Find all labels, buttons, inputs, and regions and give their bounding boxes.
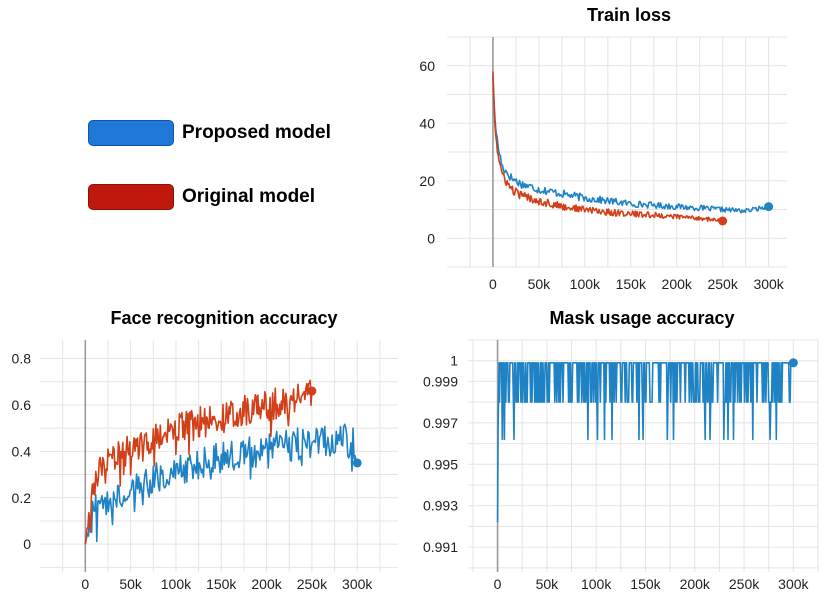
- series-line-proposed: [496, 362, 794, 523]
- y-tick-label: 0.999: [423, 373, 458, 389]
- y-tick-label: 20: [419, 173, 435, 189]
- x-tick-label: 50k: [528, 276, 552, 292]
- x-tick-label: 300k: [342, 576, 373, 592]
- series-line-original: [84, 379, 313, 545]
- y-tick-label: 0.4: [12, 443, 32, 459]
- x-tick-label: 250k: [297, 576, 328, 592]
- x-tick-label: 100k: [581, 576, 612, 592]
- legend-label-original: Original model: [182, 186, 316, 207]
- y-tick-label: 0.2: [12, 490, 32, 506]
- y-tick-label: 1: [450, 353, 458, 369]
- y-tick-label: 0.993: [423, 498, 458, 514]
- x-tick-label: 150k: [206, 576, 237, 592]
- series-line-original: [492, 71, 723, 223]
- chart-title: Face recognition accuracy: [110, 308, 337, 328]
- y-tick-label: 40: [419, 115, 435, 131]
- x-tick-label: 250k: [707, 276, 738, 292]
- chart-1: Train loss 0 50k 100k 150k 200k 250k 300k 0 20 40 6…: [419, 5, 787, 292]
- series-line-proposed: [492, 77, 769, 214]
- chart-2: Face recognition accuracy 0 50k 100k 150k 200…: [12, 308, 398, 592]
- series-line-proposed: [84, 423, 358, 545]
- legend-swatch-original: [88, 184, 174, 210]
- y-tick-label: 0: [23, 536, 31, 552]
- x-tick-label: 300k: [778, 576, 809, 592]
- x-tick-label: 150k: [616, 276, 647, 292]
- series-endpoint-proposed: [764, 202, 774, 212]
- series-endpoint-proposed: [788, 358, 798, 368]
- legend-label-proposed: Proposed model: [182, 122, 331, 143]
- y-tick-label: 0.991: [423, 539, 458, 555]
- x-tick-label: 50k: [119, 576, 143, 592]
- x-tick-label: 200k: [662, 276, 693, 292]
- x-tick-label: 100k: [161, 576, 192, 592]
- y-tick-label: 60: [419, 58, 435, 74]
- x-tick-label: 50k: [536, 576, 560, 592]
- chart-title: Mask usage accuracy: [549, 308, 734, 328]
- chart-title: Train loss: [587, 5, 671, 25]
- legend-swatch-proposed: [88, 120, 174, 146]
- x-tick-label: 0: [81, 576, 89, 592]
- x-tick-label: 300k: [753, 276, 784, 292]
- series-endpoint-original: [718, 216, 728, 226]
- chart-3: Mask usage accuracy 0 50k 100k 150k 200k 250k 3…: [423, 308, 819, 592]
- x-tick-label: 0: [489, 276, 497, 292]
- x-tick-label: 250k: [729, 576, 760, 592]
- x-tick-label: 200k: [680, 576, 711, 592]
- y-tick-label: 0: [427, 230, 435, 246]
- series-endpoint-original: [307, 386, 317, 396]
- y-tick-label: 0.995: [423, 456, 458, 472]
- x-tick-label: 150k: [630, 576, 661, 592]
- y-tick-label: 0.8: [12, 351, 32, 367]
- x-tick-label: 100k: [570, 276, 601, 292]
- x-tick-label: 0: [494, 576, 502, 592]
- y-tick-label: 0.6: [12, 397, 32, 413]
- x-tick-label: 200k: [251, 576, 282, 592]
- series-endpoint-proposed: [352, 458, 362, 468]
- y-tick-label: 0.997: [423, 415, 458, 431]
